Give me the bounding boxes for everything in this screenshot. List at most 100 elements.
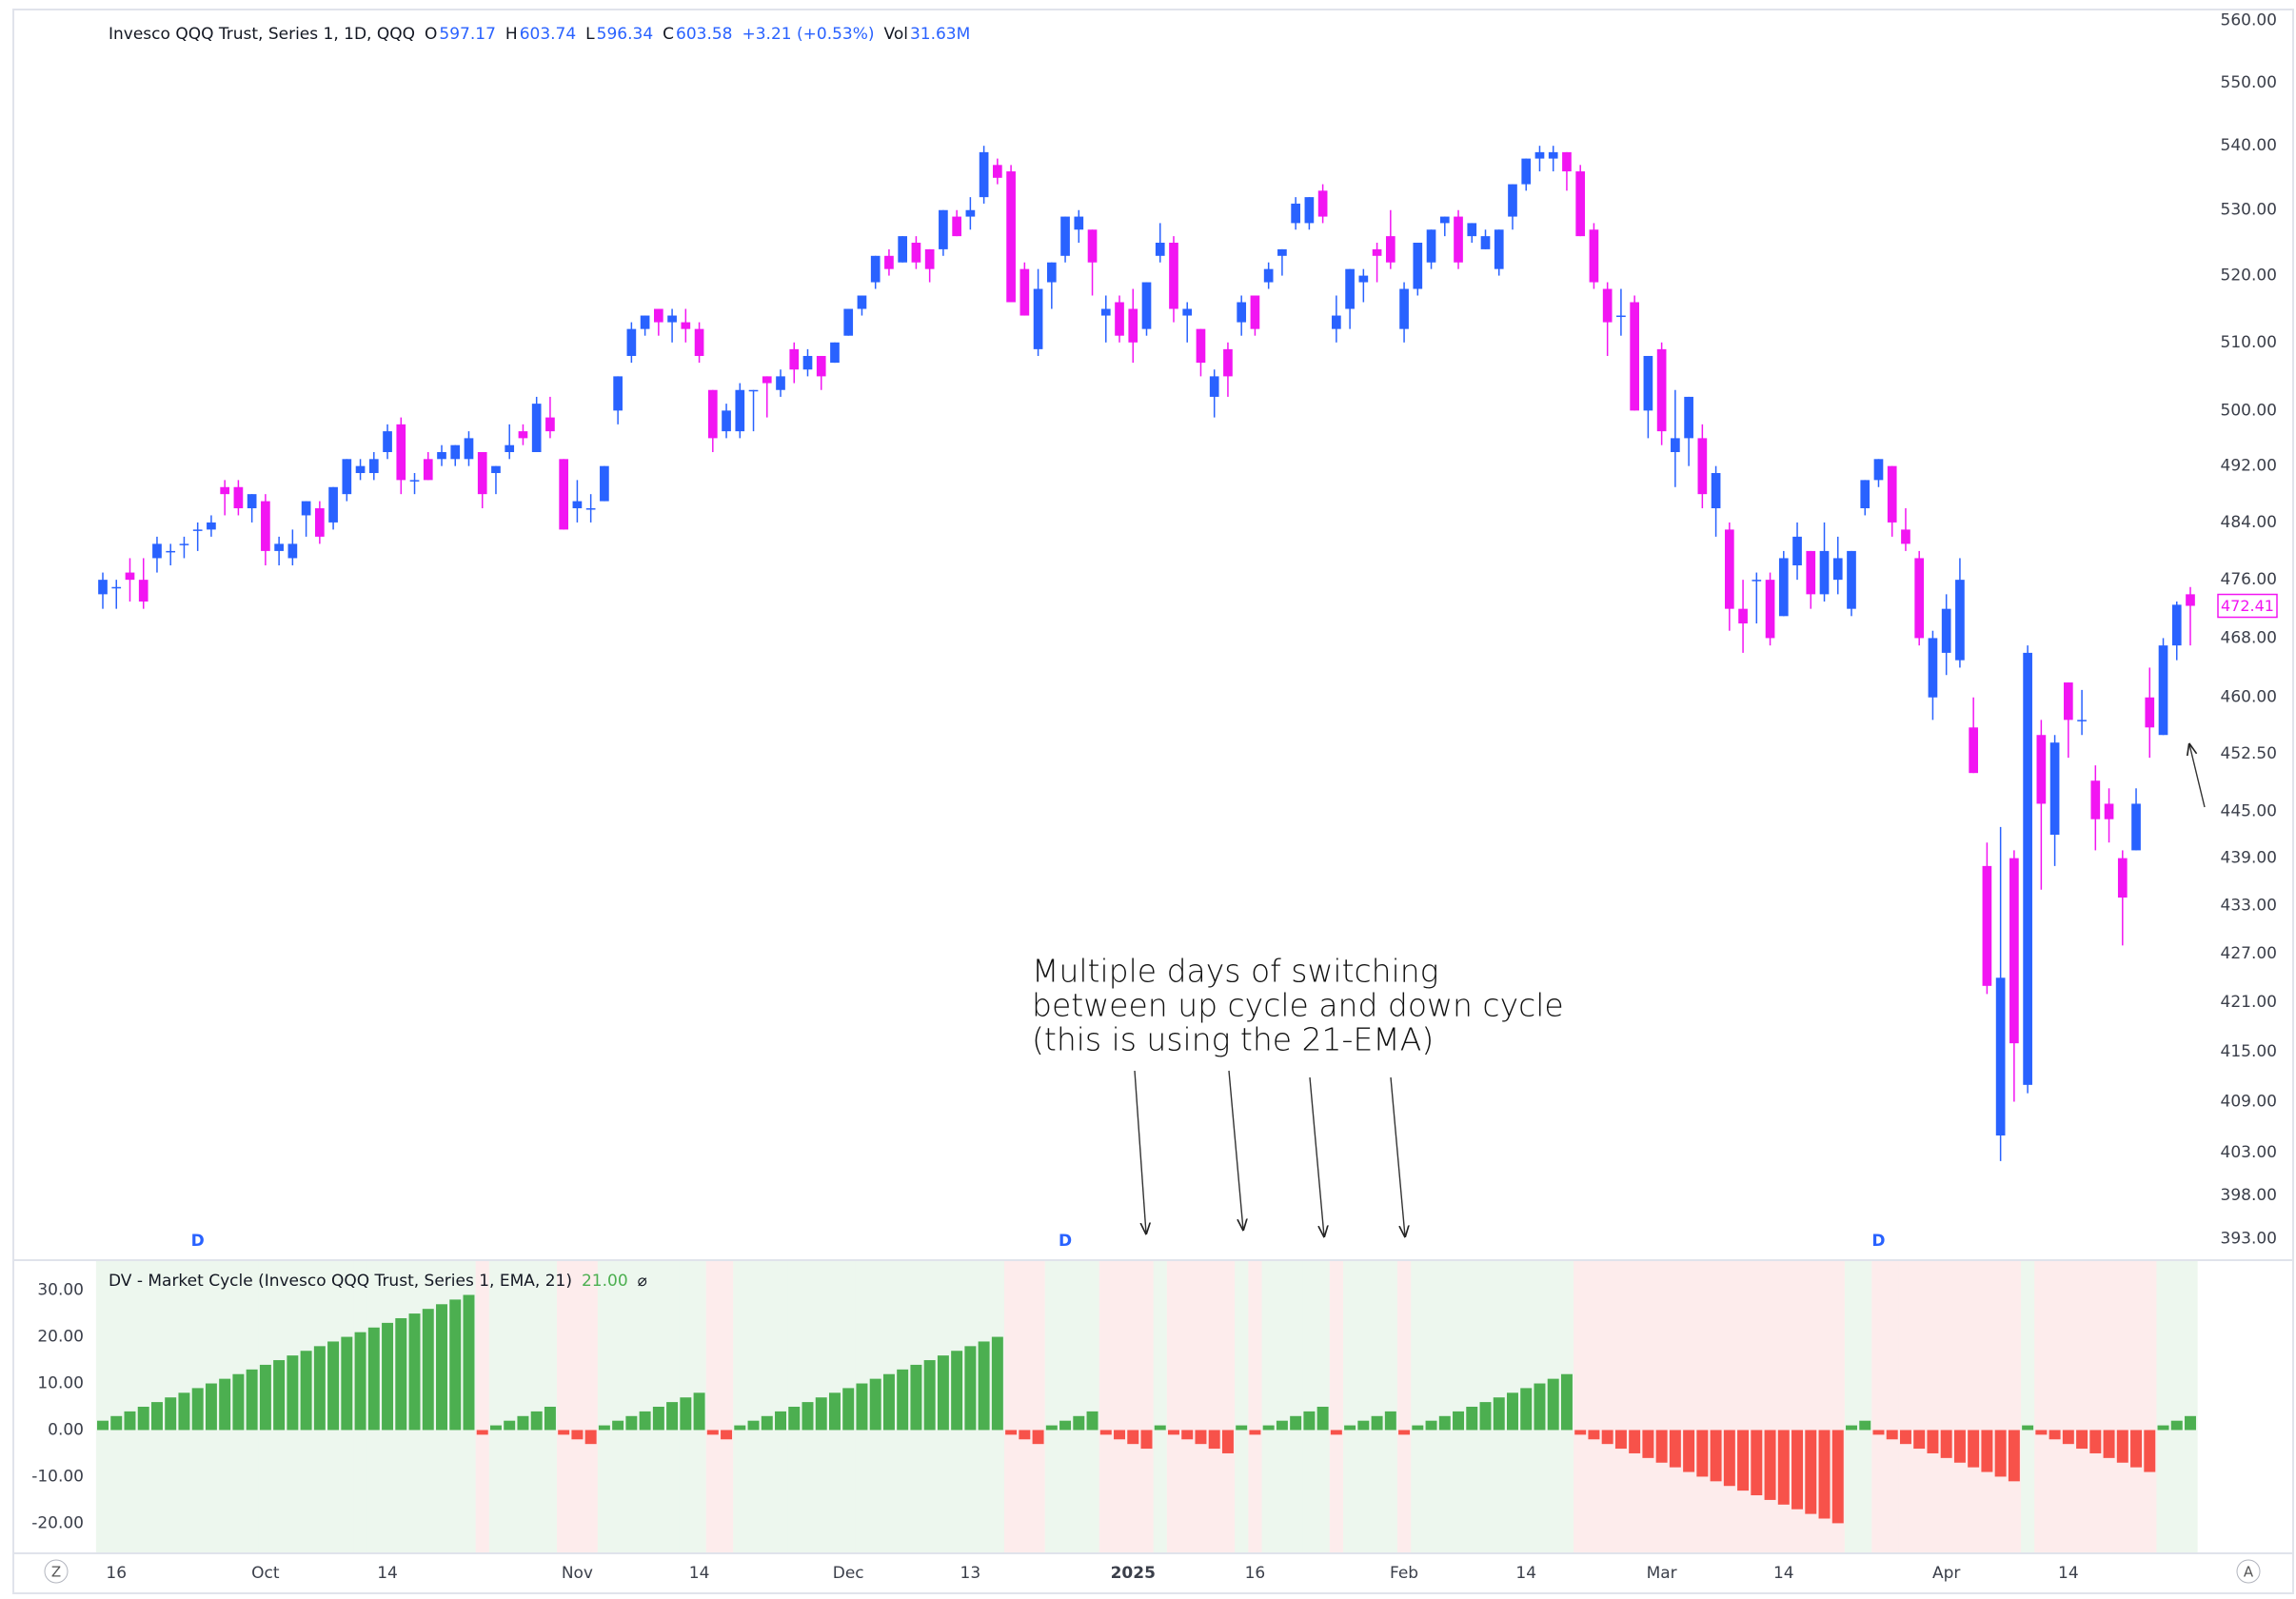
candle-body — [1969, 727, 1978, 774]
cycle-shade — [1018, 1261, 1032, 1552]
cycle-bar — [436, 1304, 447, 1431]
cycle-bar — [558, 1430, 570, 1435]
last-price-tag — [2217, 593, 2278, 619]
candle-body — [1792, 536, 1802, 565]
candle-body — [559, 459, 569, 530]
candle-body — [1602, 288, 1613, 323]
cycle-bar — [2076, 1430, 2088, 1450]
cycle-bar — [625, 1415, 638, 1431]
candle-body — [505, 444, 515, 452]
candle-body — [911, 243, 921, 263]
candle-body — [816, 355, 826, 377]
cycle-shade — [1980, 1261, 1995, 1552]
cycle-shade — [1044, 1261, 1059, 1552]
cycle-shade — [1654, 1261, 1670, 1552]
x-tick-label: Oct — [251, 1564, 280, 1583]
cycle-bar — [1574, 1430, 1587, 1435]
cycle-shade — [529, 1261, 544, 1552]
candle-body — [261, 501, 270, 551]
cycle-bar — [734, 1425, 746, 1431]
candle-body — [464, 438, 474, 460]
cycle-shade — [1235, 1261, 1249, 1552]
candle-body — [2145, 697, 2155, 728]
cycle-bar — [1276, 1420, 1288, 1431]
candle-body — [924, 248, 935, 269]
cycle-bar — [354, 1332, 366, 1431]
cycle-bar — [530, 1411, 543, 1431]
cycle-shade — [1776, 1261, 1791, 1552]
candle-body — [423, 459, 433, 481]
cycle-bar — [1493, 1397, 1505, 1431]
candle-body — [1345, 268, 1355, 309]
cycle-bar — [1791, 1430, 1804, 1510]
y-tick-label: 500.00 — [2221, 401, 2277, 420]
y-tick-label: 540.00 — [2221, 136, 2277, 155]
x-tick-label: Dec — [833, 1564, 864, 1583]
ohlc-key: H — [505, 25, 518, 44]
cycle-bar — [897, 1369, 909, 1431]
cycle-bar — [856, 1383, 868, 1431]
cycle-shade — [2128, 1261, 2144, 1552]
corner-button[interactable] — [44, 1559, 69, 1584]
candle-body — [789, 348, 800, 370]
candle-body — [1480, 236, 1491, 249]
cycle-bar — [1764, 1430, 1776, 1500]
candle-body — [1426, 229, 1436, 263]
cycle-bar — [693, 1392, 705, 1431]
candle-body — [1128, 308, 1138, 343]
corner-label[interactable]: A — [2244, 1564, 2254, 1581]
cycle-bar — [1953, 1430, 1966, 1463]
candle-body — [939, 209, 948, 249]
candle-body — [1778, 558, 1789, 617]
y-tick-label: 530.00 — [2221, 201, 2277, 220]
cycle-bar — [2022, 1425, 2034, 1431]
lower-pane: 30.00 20.00 10.00 0.00 -10.00 -20.00 — [31, 1261, 2198, 1552]
cycle-shade — [1126, 1261, 1140, 1552]
symbol-header: Invesco QQQ Trust, Series 1, 1D, QQQ O 59… — [109, 25, 980, 44]
candle-body — [179, 543, 189, 545]
candle-body — [396, 424, 406, 481]
cycle-bar — [1534, 1383, 1546, 1431]
candle-body — [1019, 268, 1030, 316]
cycle-shade — [1437, 1261, 1453, 1552]
cycle-bar — [828, 1392, 841, 1431]
cycle-shade — [109, 1261, 124, 1552]
cycle-bar — [1249, 1430, 1261, 1435]
y-tick-label: 427.00 — [2221, 944, 2277, 963]
cycle-shade — [1912, 1261, 1927, 1552]
cycle-bar — [1127, 1430, 1139, 1445]
cycle-bar — [1927, 1430, 1939, 1453]
cycle-bar — [273, 1360, 286, 1431]
candle-body — [1806, 550, 1816, 595]
candle-body — [1291, 203, 1300, 224]
cycle-shade — [1207, 1261, 1222, 1552]
y-tick-label: 393.00 — [2221, 1230, 2277, 1249]
volume-key: Vol — [883, 25, 908, 44]
candle-body — [1196, 328, 1206, 364]
cycle-bar — [2035, 1430, 2048, 1435]
x-tick-label: 14 — [1515, 1564, 1536, 1583]
candle-body — [2009, 858, 2019, 1044]
cycle-bar — [1236, 1425, 1248, 1431]
candle-body — [383, 431, 392, 452]
candle-body — [2023, 652, 2032, 1085]
cycle-shade — [1139, 1261, 1155, 1552]
candle-body — [1209, 376, 1219, 397]
cycle-bar — [1547, 1378, 1559, 1431]
candle-body — [2090, 780, 2101, 819]
candle-body — [979, 151, 989, 198]
corner-button[interactable] — [2236, 1559, 2261, 1584]
cycle-bar — [1588, 1430, 1600, 1440]
candle-body — [1724, 529, 1734, 609]
cycle-bar — [1560, 1373, 1573, 1431]
cycle-bar — [1994, 1430, 2007, 1477]
event-marker: D — [1059, 1232, 1072, 1251]
cycle-bar — [1019, 1430, 1031, 1440]
candle-body — [2049, 742, 2060, 836]
cycle-bar — [246, 1369, 258, 1431]
cycle-bar — [1669, 1430, 1681, 1468]
cycle-bar — [1940, 1430, 1952, 1458]
corner-label[interactable]: Z — [51, 1564, 61, 1581]
cycle-bar — [2116, 1430, 2128, 1463]
cycle-bar — [1886, 1430, 1898, 1440]
